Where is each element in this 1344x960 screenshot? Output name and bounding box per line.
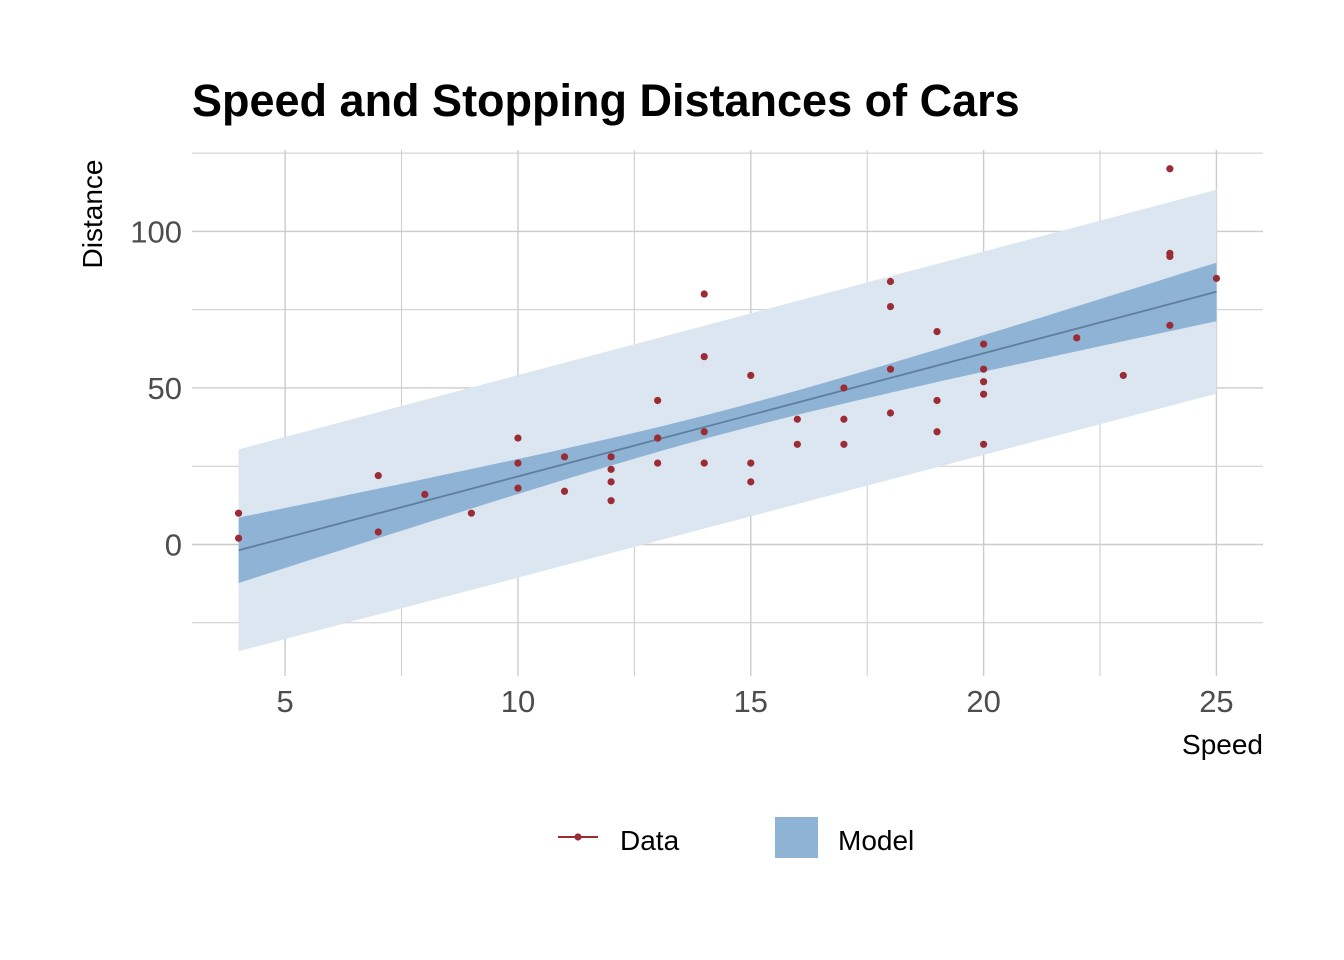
data-point (980, 390, 988, 398)
x-tick-label: 20 (966, 684, 1000, 719)
data-point (1166, 321, 1174, 329)
data-point (607, 465, 615, 473)
data-point (1073, 334, 1081, 342)
data-point (886, 302, 895, 311)
legend-model-label: Model (838, 825, 914, 856)
x-tick-label: 25 (1199, 684, 1233, 719)
data-point (700, 290, 708, 298)
data-point (793, 440, 801, 448)
data-point (933, 428, 941, 436)
legend-item-model: Model (775, 817, 914, 858)
data-point (467, 509, 475, 517)
data-point (747, 371, 755, 380)
data-point (840, 440, 848, 448)
data-point (421, 490, 429, 499)
data-point (700, 459, 708, 467)
data-point (654, 434, 662, 442)
data-point (793, 415, 801, 423)
data-point (234, 509, 243, 517)
x-axis-title: Speed (1182, 729, 1263, 760)
data-point (514, 484, 522, 492)
data-point (607, 453, 615, 461)
y-axis-title: Distance (77, 160, 108, 269)
y-tick-label: 100 (130, 214, 182, 249)
data-point (654, 396, 662, 405)
data-point (980, 378, 988, 386)
legend-data-swatch-point (574, 833, 582, 841)
data-points (234, 165, 1221, 542)
y-tick-label: 50 (148, 371, 182, 406)
legend-item-data: Data (558, 825, 680, 856)
model-fit-line (238, 290, 1217, 552)
data-point (933, 327, 941, 336)
x-tick-label: 5 (277, 684, 294, 719)
data-point (234, 534, 243, 542)
legend: Data Model (558, 817, 914, 858)
data-point (1166, 249, 1174, 257)
data-point (514, 434, 522, 442)
x-tick-label: 10 (501, 684, 535, 719)
chart-title: Speed and Stopping Distances of Cars (192, 75, 1020, 126)
data-point (560, 487, 569, 495)
confidence-band (238, 262, 1217, 583)
x-tick-label: 15 (734, 684, 768, 719)
data-point (607, 497, 615, 505)
data-point (560, 453, 569, 461)
data-point (886, 277, 895, 286)
data-point (700, 428, 708, 436)
data-point (700, 353, 708, 361)
data-point (374, 528, 382, 536)
data-point (980, 340, 988, 348)
data-point (933, 396, 941, 405)
legend-data-label: Data (620, 825, 680, 856)
data-point (886, 409, 895, 417)
data-point (886, 365, 895, 373)
data-point (374, 472, 382, 480)
data-point (1166, 165, 1174, 173)
data-point (607, 478, 615, 486)
data-point (980, 440, 988, 448)
legend-model-swatch (775, 817, 818, 858)
data-point (980, 365, 988, 373)
data-point (840, 384, 848, 392)
data-point (1119, 371, 1127, 380)
tick-labels: 5 10 15 20 25 0 50 100 (130, 214, 1233, 719)
data-point (747, 459, 755, 467)
data-point (747, 478, 755, 486)
data-point (654, 459, 662, 467)
data-point (1212, 274, 1221, 282)
y-tick-label: 0 (165, 528, 182, 563)
model-line-layer (238, 290, 1217, 552)
data-point (840, 415, 848, 423)
data-point (514, 459, 522, 467)
